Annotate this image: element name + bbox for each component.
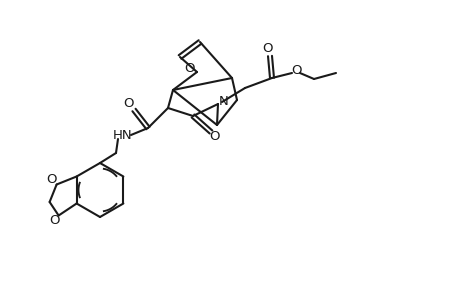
Text: O: O <box>46 173 57 186</box>
Text: O: O <box>209 130 220 142</box>
Text: O: O <box>185 61 195 74</box>
Text: N: N <box>218 94 229 107</box>
Text: HN: HN <box>113 128 133 142</box>
Text: O: O <box>49 214 60 227</box>
Text: O: O <box>291 64 302 76</box>
Text: O: O <box>262 41 273 55</box>
Text: O: O <box>123 97 134 110</box>
